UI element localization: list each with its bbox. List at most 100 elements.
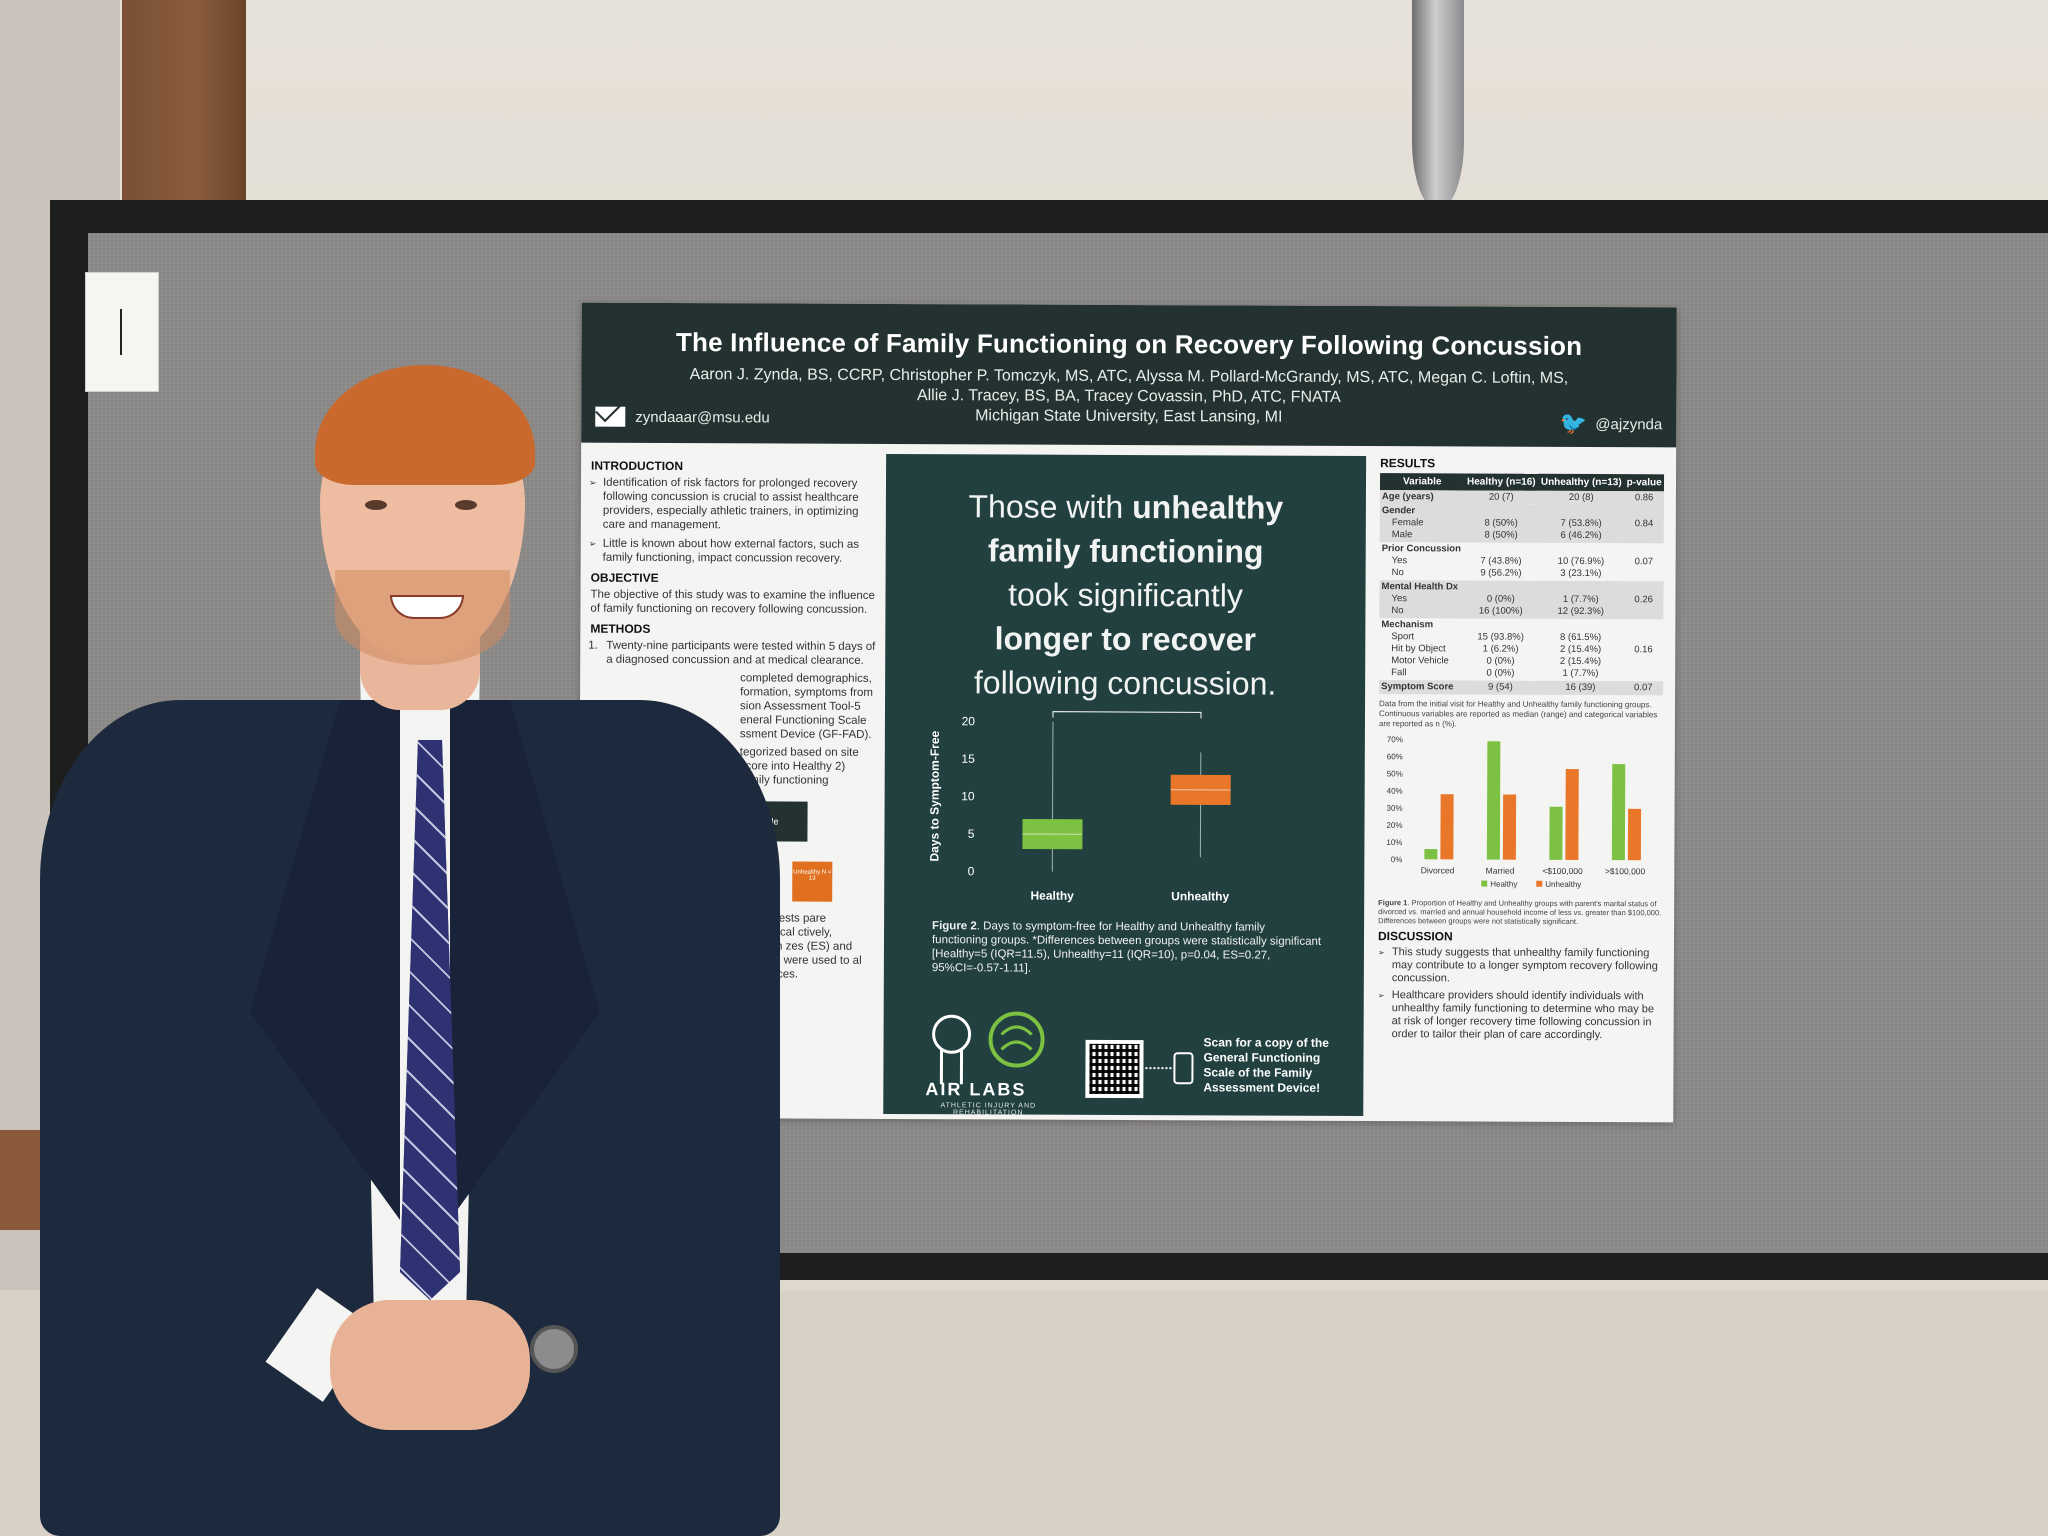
cell-unhealthy: 7 (53.8%) 6 (46.2%): [1537, 504, 1625, 544]
table-row: Symptom Score 9 (54) 16 (39) 0.07: [1379, 680, 1664, 696]
cell-variable: Symptom Score: [1379, 680, 1464, 695]
paper-note: [85, 272, 159, 392]
y-tick-label: 70%: [1387, 735, 1403, 744]
dotted-arrow: [1145, 1067, 1172, 1070]
twitter-handle: @ajzynda: [1595, 415, 1663, 433]
cell-healthy: 7 (43.8%) 9 (56.2%): [1480, 555, 1522, 579]
wristwatch: [530, 1325, 578, 1373]
cell-unhealthy: 1 (7.7%) 12 (92.3%): [1537, 580, 1624, 620]
bar-healthy: [1611, 764, 1626, 861]
poster-twitter: 🐦 @ajzynda: [1560, 411, 1662, 437]
right-column: RESULTS Variable Healthy (n=16) Unhealth…: [1373, 456, 1668, 1117]
discussion-bullet-1: This study suggests that unhealthy famil…: [1378, 946, 1662, 986]
cell-variable: Prior Concussion Yes No: [1381, 543, 1461, 579]
y-tick-label: 20%: [1386, 821, 1402, 830]
cell-healthy: 9 (54): [1463, 680, 1538, 695]
results-table: Variable Healthy (n=16) Unhealthy (n=13)…: [1379, 473, 1665, 696]
table-caption: Data from the initial visit for Healthy …: [1378, 699, 1658, 729]
x-tick-label: Divorced: [1421, 865, 1455, 875]
x-tick-label: Healthy: [1030, 889, 1074, 903]
cell-variable: Age (years): [1379, 490, 1465, 505]
bar-healthy: [1486, 741, 1501, 860]
table-row: Mechanism Sport Hit by Object Motor Vehicle…: [1379, 618, 1663, 681]
air-labs-name: AIR LABS: [925, 1079, 1027, 1100]
cell-variable: Mental Health Dx Yes No: [1379, 580, 1465, 619]
hero-text-1: Those with: [968, 488, 1133, 526]
table-row: Age (years) 20 (7) 20 (8) 0.86: [1379, 490, 1664, 506]
y-axis-label: Days to Symptom-Free: [927, 730, 942, 861]
legend-label: Healthy: [1490, 880, 1517, 889]
y-tick-label: 5: [968, 827, 975, 841]
y-tick-label: 10: [961, 789, 975, 803]
key-finding: Those with unhealthy family functioning …: [885, 484, 1366, 706]
twitter-bird-icon: 🐦: [1559, 410, 1588, 437]
bar-healthy: [1424, 849, 1438, 860]
legend-swatch: [1536, 880, 1543, 887]
wall-sconce: [1412, 0, 1464, 210]
cell-unhealthy: 20 (8): [1538, 490, 1625, 506]
th-pvalue: p-value: [1624, 474, 1665, 492]
figure-2-caption: Figure 2. Days to symptom-free for Healt…: [931, 920, 1322, 975]
y-tick-label: 40%: [1387, 787, 1403, 796]
y-tick-label: 15: [961, 752, 975, 766]
table-row: Mental Health Dx Yes No 0 (0%) 16 (100%) 1 (7…: [1379, 580, 1664, 620]
legend-swatch: [1481, 880, 1488, 887]
legend-label: Unhealthy: [1545, 880, 1581, 889]
hero-text-3: following concussion.: [973, 664, 1277, 702]
y-tick-label: 30%: [1387, 804, 1403, 813]
y-tick-label: 60%: [1387, 752, 1403, 761]
cell-pvalue: 0.07: [1623, 681, 1664, 696]
hero-bold-1: unhealthy: [1132, 489, 1284, 526]
hero-bold-3: longer to recover: [994, 620, 1257, 658]
y-tick-label: 0%: [1391, 855, 1403, 864]
bar-unhealthy: [1565, 769, 1579, 860]
door-frame: [122, 0, 246, 200]
eye-right: [455, 500, 477, 510]
cell-unhealthy: 8 (61.5%) 2 (15.4%) 2 (15.4%) 1 (7.7%): [1559, 631, 1602, 680]
cell-pvalue: 0.26: [1623, 581, 1664, 620]
scan-text: Scan for a copy of the General Functioni…: [1203, 1035, 1329, 1095]
clasped-hands: [330, 1300, 530, 1430]
flow-box-unhealthy: Unhealthy N = 13: [792, 861, 833, 902]
cell-variable: Gender Female Male: [1379, 504, 1465, 543]
qr-code-icon[interactable]: [1085, 1039, 1144, 1099]
bar-unhealthy: [1440, 794, 1454, 860]
eye-left: [365, 500, 387, 510]
research-poster: The Influence of Family Functioning on R…: [578, 302, 1677, 1123]
discussion-bullet-2: Healthcare providers should identify ind…: [1378, 989, 1662, 1042]
x-tick-label: Unhealthy: [1171, 889, 1229, 903]
th-variable: Variable: [1379, 473, 1465, 491]
results-heading: RESULTS: [1380, 456, 1436, 471]
bar-healthy: [1549, 806, 1563, 860]
air-labs-logo: [932, 1011, 1045, 1085]
significance-bracket: [1052, 711, 1202, 719]
poster-title: The Influence of Family Functioning on R…: [675, 327, 1583, 361]
middle-column: Those with unhealthy family functioning …: [883, 453, 1367, 1117]
cell-pvalue: 0.86: [1624, 491, 1664, 506]
y-tick-label: 0: [968, 864, 975, 878]
x-tick-label: Married: [1486, 866, 1515, 876]
y-tick-label: 50%: [1387, 769, 1403, 778]
hero-bold-2: family functioning: [987, 532, 1264, 570]
th-healthy: Healthy (n=16): [1464, 473, 1539, 491]
presenter: [30, 365, 790, 1536]
table-row: Prior Concussion Yes No 7 (43.8%) 9 (56.2%) 1…: [1380, 542, 1664, 581]
table-row: Gender Female Male 8 (50%) 8 (50%) 7 (53.8%) 6…: [1379, 504, 1664, 544]
cell-variable: Mechanism Sport Hit by Object Motor Vehicle…: [1381, 619, 1449, 679]
red-hair: [315, 365, 535, 485]
y-tick-label: 20: [962, 714, 976, 728]
figure-1-barchart: 0% 10% 20% 30% 40% 50% 60% 70% Divorced Married <$…: [1386, 735, 1645, 889]
cell-pvalue: 0.84: [1624, 505, 1664, 544]
cell-healthy: 20 (7): [1464, 490, 1539, 505]
air-labs-subtitle: ATHLETIC INJURY AND REHABILITATION: [940, 1102, 1037, 1117]
cell-healthy: 0 (0%) 16 (100%): [1463, 580, 1538, 619]
cell-healthy: 8 (50%) 8 (50%): [1464, 504, 1539, 543]
cell-unhealthy: 10 (76.9%) 3 (23.1%): [1557, 555, 1605, 580]
discussion-heading: DISCUSSION: [1377, 929, 1453, 944]
cell-pvalue: 0.16: [1634, 644, 1653, 656]
x-tick-label: <$100,000: [1542, 866, 1583, 876]
bar-unhealthy: [1627, 808, 1642, 861]
cell-healthy: 15 (93.8%) 1 (6.2%) 0 (0%) 0 (0%): [1477, 631, 1524, 679]
figure-2-boxplot: Days to Symptom-Free 0 5 10 15 20 Healthy Unhea…: [927, 711, 1231, 903]
